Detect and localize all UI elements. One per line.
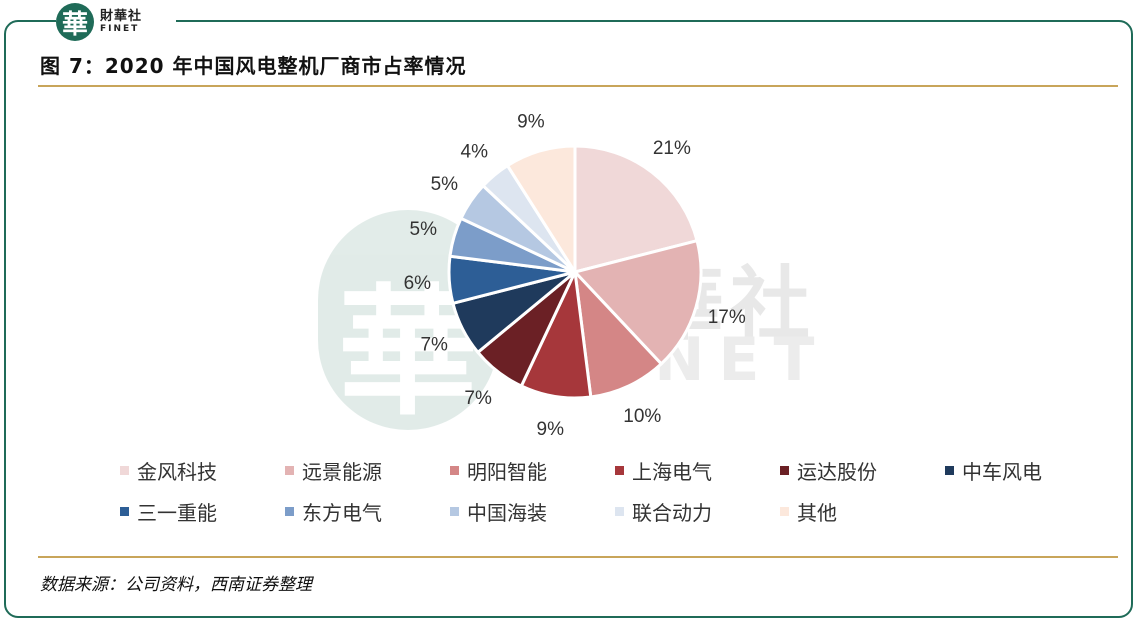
hua-seal-icon: 華 [56,3,94,41]
slice-data-label-8: 5% [431,174,459,195]
legend-label: 中国海装 [467,500,547,525]
slice-data-label-5: 7% [420,335,448,356]
slice-data-label-0: 21% [653,138,691,159]
legend-item-10: 其他 [780,496,837,526]
data-source: 数据来源：公司资料，西南证券整理 [40,575,312,595]
legend-label: 上海电气 [632,459,712,484]
pie-slice-0 [573,144,699,274]
slice-data-label-9: 4% [461,141,489,162]
legend-item-4: 运达股份 [780,455,877,485]
legend-item-6: 三一重能 [120,496,217,526]
slice-data-label-7: 5% [410,219,438,240]
chart-frame [4,20,1133,618]
legend-item-9: 联合动力 [615,496,712,526]
slice-data-label-1: 17% [708,307,746,328]
legend-label: 三一重能 [137,500,217,525]
slice-data-label-6: 6% [404,273,432,294]
legend-label: 中车风电 [962,459,1042,484]
legend-label: 明阳智能 [467,459,547,484]
legend-label: 运达股份 [797,459,877,484]
slice-data-label-3: 9% [537,419,565,440]
legend-label: 其他 [797,500,837,525]
logo-text: 財華社 FINET [100,10,142,34]
legend-swatch [285,465,294,475]
legend-swatch [450,506,459,516]
legend-item-5: 中车风电 [945,455,1042,485]
source-divider [38,556,1118,558]
legend-label: 远景能源 [302,459,382,484]
finet-logo: 華 財華社 FINET [56,0,176,44]
legend-label: 金风科技 [137,459,217,484]
logo-en: FINET [100,24,140,34]
legend-swatch [615,465,624,475]
legend-swatch [120,465,129,475]
legend-item-8: 中国海装 [450,496,547,526]
legend-label: 东方电气 [302,500,382,525]
title-divider [38,85,1118,87]
legend-item-3: 上海电气 [615,455,712,485]
legend-item-2: 明阳智能 [450,455,547,485]
logo-cn: 財華社 [100,9,143,24]
slice-data-label-10: 9% [517,111,545,132]
slice-data-label-4: 7% [464,388,492,409]
chart-title: 图 7：2020 年中国风电整机厂商市占率情况 [40,54,467,78]
legend-item-0: 金风科技 [120,455,217,485]
legend-item-7: 东方电气 [285,496,382,526]
legend-swatch [120,506,129,516]
legend-label: 联合动力 [632,500,712,525]
legend-swatch [780,506,789,516]
legend-swatch [615,506,624,516]
slice-data-label-2: 10% [623,406,661,427]
pie-slice-10 [505,144,577,278]
pie-slice-1 [572,238,703,366]
pie-slice-2 [572,267,664,399]
legend-swatch [285,506,294,516]
legend-swatch [450,465,459,475]
legend-swatch [945,465,954,475]
legend-swatch [780,465,789,475]
legend-item-1: 远景能源 [285,455,382,485]
